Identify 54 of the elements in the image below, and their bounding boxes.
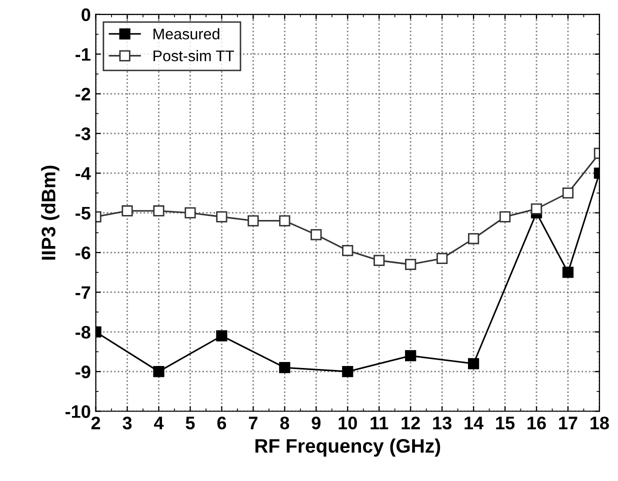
y-tick-label: -3 (76, 127, 90, 140)
point (530, 203, 542, 214)
x-tick-label: 7 (248, 416, 258, 430)
x-tick-label: 3 (122, 416, 132, 430)
point (562, 187, 574, 199)
point (216, 211, 228, 222)
point (468, 233, 480, 244)
point (405, 350, 416, 362)
x-tick-label: 15 (496, 416, 515, 430)
x-tick-label: 17 (559, 416, 578, 430)
point (562, 266, 574, 278)
x-tick-label: 14 (464, 416, 484, 430)
x-tick-label: 4 (154, 416, 164, 430)
point (122, 205, 133, 216)
point (374, 254, 385, 266)
y-tick-label: -9 (76, 366, 90, 378)
legend-label: Post-sim TT (154, 50, 234, 62)
y-tick-label: -5 (76, 206, 90, 220)
y-tick-label: -4 (76, 167, 91, 180)
point (468, 358, 480, 370)
point (310, 229, 322, 240)
y-tick-label: -7 (76, 286, 90, 299)
x-tick-label: 2 (91, 416, 100, 430)
point (405, 258, 416, 270)
x-tick-label: 16 (528, 416, 546, 430)
y-tick-label: -2 (76, 88, 90, 100)
point (436, 252, 448, 264)
x-tick-label: 6 (217, 416, 226, 430)
x-axis-title: RF Frequency (GHz) (255, 438, 440, 457)
point (216, 330, 228, 342)
y-axis-title: IIP3 (dBm) (41, 166, 60, 260)
x-tick-label: 11 (370, 416, 388, 430)
x-tick-label: 10 (338, 416, 357, 430)
y-tick-label: -8 (76, 326, 90, 339)
x-tick-label: 12 (402, 416, 420, 430)
y-tick-label: -6 (76, 246, 90, 260)
x-tick-label: 13 (433, 416, 452, 430)
point (153, 205, 164, 216)
y-tick-label: 0 (82, 8, 90, 22)
legend-label: Measured (154, 28, 220, 40)
y-tick-label: -10 (66, 405, 90, 418)
point (153, 366, 164, 378)
point (279, 362, 290, 374)
y-tick-label: -1 (76, 48, 90, 61)
x-tick-label: 9 (312, 416, 320, 430)
x-tick-label: 5 (186, 416, 195, 430)
point (184, 207, 196, 218)
point (342, 366, 354, 378)
point (342, 244, 354, 256)
point (499, 211, 511, 222)
x-tick-label: 18 (590, 416, 609, 430)
point (279, 215, 290, 226)
point (248, 215, 259, 226)
x-tick-label: 8 (280, 416, 290, 430)
